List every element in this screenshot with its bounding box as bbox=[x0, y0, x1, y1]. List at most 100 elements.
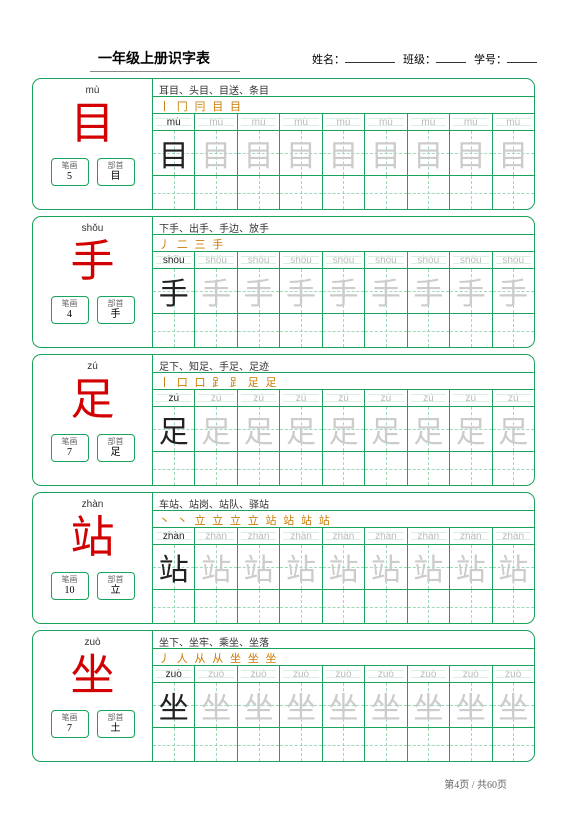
practice-cell-empty bbox=[493, 176, 534, 209]
practice-cell: 坐 bbox=[153, 683, 195, 728]
practice-cell: 站 bbox=[280, 545, 322, 590]
stroke-count-box: 笔画5 bbox=[51, 158, 89, 186]
practice-cell: 手 bbox=[450, 269, 492, 314]
pinyin-cell: shǒu bbox=[153, 252, 195, 268]
example-words: 足下、知足、手足、足迹 bbox=[153, 355, 534, 373]
practice-cell: 目 bbox=[323, 131, 365, 176]
example-words: 耳目、头目、目送、条目 bbox=[153, 79, 534, 97]
practice-cell-empty bbox=[493, 452, 534, 485]
practice-cell-empty bbox=[195, 590, 237, 623]
practice-cell: 目 bbox=[195, 131, 237, 176]
pinyin-cell: zhàn bbox=[280, 528, 322, 544]
pinyin-label: zú bbox=[87, 361, 98, 372]
practice-cell: 站 bbox=[153, 545, 195, 590]
practice-cell: 足 bbox=[238, 407, 280, 452]
practice-cell-empty bbox=[195, 728, 237, 761]
practice-cell: 坐 bbox=[280, 683, 322, 728]
practice-cell-empty bbox=[365, 176, 407, 209]
practice-cell-empty bbox=[153, 176, 195, 209]
pinyin-cell: mù bbox=[238, 114, 280, 130]
practice-cell-empty bbox=[365, 728, 407, 761]
practice-cell: 坐 bbox=[238, 683, 280, 728]
practice-cell: 目 bbox=[238, 131, 280, 176]
practice-cell: 站 bbox=[195, 545, 237, 590]
pinyin-cell: mù bbox=[280, 114, 322, 130]
pinyin-cell: zhàn bbox=[323, 528, 365, 544]
pinyin-cell: shǒu bbox=[493, 252, 534, 268]
pinyin-cell: zú bbox=[195, 390, 237, 406]
practice-cell: 足 bbox=[280, 407, 322, 452]
pinyin-cell: zú bbox=[323, 390, 365, 406]
practice-cell-empty bbox=[323, 176, 365, 209]
page-title: 一年级上册识字表 bbox=[90, 48, 240, 72]
radical-box: 部首足 bbox=[97, 434, 135, 462]
pinyin-cell: shǒu bbox=[238, 252, 280, 268]
pinyin-label: mù bbox=[86, 85, 100, 96]
pinyin-cell: zuò bbox=[408, 666, 450, 682]
stroke-order: 丨 口 口 ⻊ ⻊ 足 足 bbox=[153, 373, 534, 390]
pinyin-cell: zuò bbox=[450, 666, 492, 682]
practice-cell-empty bbox=[450, 590, 492, 623]
stroke-count-box: 笔画7 bbox=[51, 434, 89, 462]
stroke-order: 丿 二 三 手 bbox=[153, 235, 534, 252]
practice-cell: 目 bbox=[153, 131, 195, 176]
practice-cell: 目 bbox=[365, 131, 407, 176]
practice-cell-empty bbox=[238, 590, 280, 623]
stroke-count-box: 笔画7 bbox=[51, 710, 89, 738]
pinyin-cell: zú bbox=[365, 390, 407, 406]
practice-cell-empty bbox=[493, 590, 534, 623]
practice-cell: 坐 bbox=[323, 683, 365, 728]
main-character: 站 bbox=[71, 516, 115, 560]
pinyin-cell: zuò bbox=[195, 666, 237, 682]
practice-cell: 目 bbox=[408, 131, 450, 176]
pinyin-cell: mù bbox=[493, 114, 534, 130]
practice-cell-empty bbox=[493, 314, 534, 347]
stroke-order: 丨 冂 冃 目 目 bbox=[153, 97, 534, 114]
practice-cell-empty bbox=[195, 452, 237, 485]
stroke-order: 丿 人 从 从 坐 坐 坐 bbox=[153, 649, 534, 666]
practice-cell-empty bbox=[323, 452, 365, 485]
practice-cell: 坐 bbox=[195, 683, 237, 728]
char-card: zú 足 笔画7 部首足 足下、知足、手足、足迹丨 口 口 ⻊ ⻊ 足 足zúz… bbox=[32, 354, 535, 486]
char-card: shǒu 手 笔画4 部首手 下手、出手、手边、放手丿 二 三 手shǒushǒ… bbox=[32, 216, 535, 348]
char-card: zhàn 站 笔画10 部首立 车站、站岗、站队、驿站丶 丶 立 立 立 立 站… bbox=[32, 492, 535, 624]
practice-cell-empty bbox=[450, 176, 492, 209]
main-character: 坐 bbox=[71, 654, 115, 698]
practice-cell-empty bbox=[323, 728, 365, 761]
practice-cell: 目 bbox=[280, 131, 322, 176]
practice-cell-empty bbox=[280, 314, 322, 347]
pinyin-cell: mù bbox=[365, 114, 407, 130]
pinyin-cell: zhàn bbox=[408, 528, 450, 544]
practice-cell-empty bbox=[238, 452, 280, 485]
practice-cell-empty bbox=[280, 176, 322, 209]
practice-cell-empty bbox=[408, 452, 450, 485]
pinyin-cell: zuò bbox=[493, 666, 534, 682]
pinyin-cell: zhàn bbox=[450, 528, 492, 544]
pinyin-cell: shǒu bbox=[280, 252, 322, 268]
pinyin-cell: zú bbox=[153, 390, 195, 406]
practice-cell-empty bbox=[365, 314, 407, 347]
class-label: 班级： bbox=[403, 54, 436, 66]
radical-box: 部首目 bbox=[97, 158, 135, 186]
stroke-order: 丶 丶 立 立 立 立 站 站 站 站 bbox=[153, 511, 534, 528]
example-words: 下手、出手、手边、放手 bbox=[153, 217, 534, 235]
practice-cell-empty bbox=[153, 728, 195, 761]
pinyin-cell: zhàn bbox=[195, 528, 237, 544]
practice-cell: 站 bbox=[408, 545, 450, 590]
char-card: mù 目 笔画5 部首目 耳目、头目、目送、条目丨 冂 冃 目 目mùmùmùm… bbox=[32, 78, 535, 210]
pinyin-cell: mù bbox=[408, 114, 450, 130]
radical-box: 部首土 bbox=[97, 710, 135, 738]
char-card: zuò 坐 笔画7 部首土 坐下、坐牢、乘坐、坐落丿 人 从 从 坐 坐 坐zu… bbox=[32, 630, 535, 762]
pinyin-cell: zuò bbox=[153, 666, 195, 682]
student-info: 姓名： 班级： 学号： bbox=[312, 51, 537, 67]
pinyin-cell: shǒu bbox=[365, 252, 407, 268]
practice-cell: 足 bbox=[323, 407, 365, 452]
practice-cell-empty bbox=[408, 314, 450, 347]
pinyin-cell: zuò bbox=[238, 666, 280, 682]
practice-cell: 手 bbox=[493, 269, 534, 314]
practice-cell-empty bbox=[153, 590, 195, 623]
practice-cell: 站 bbox=[493, 545, 534, 590]
practice-cell-empty bbox=[153, 452, 195, 485]
main-character: 足 bbox=[71, 378, 115, 422]
pinyin-cell: zú bbox=[450, 390, 492, 406]
